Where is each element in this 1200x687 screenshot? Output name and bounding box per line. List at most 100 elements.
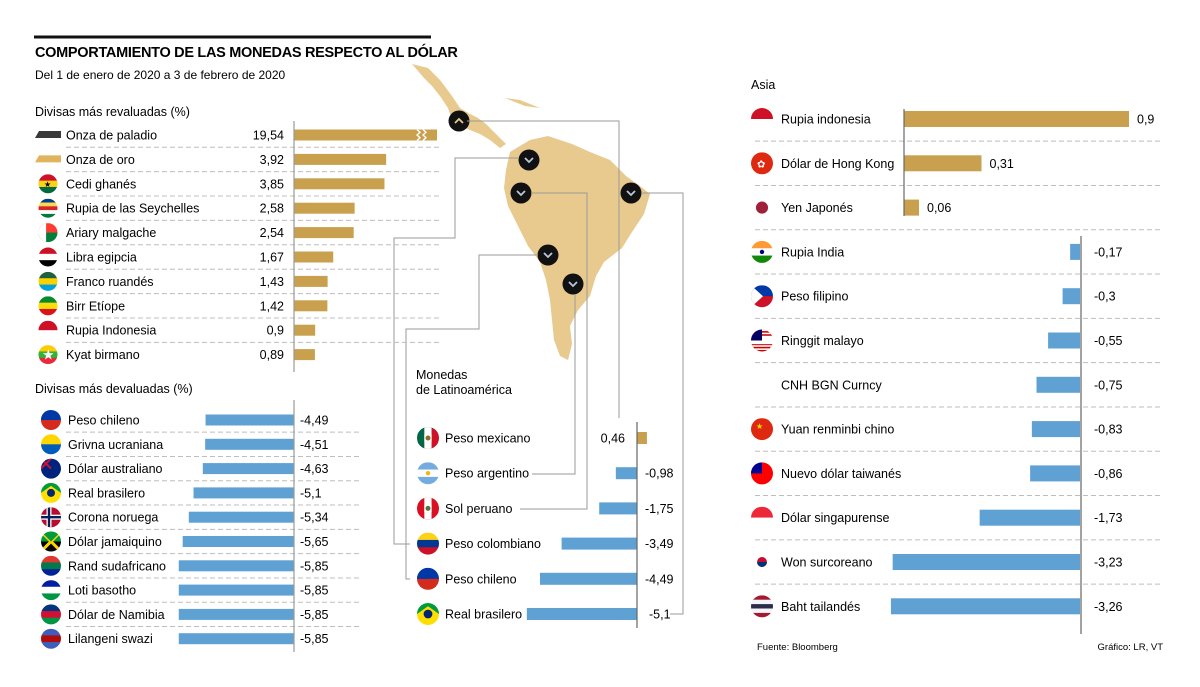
data-label: 0,9 (267, 324, 284, 338)
data-label: -3,23 (1094, 556, 1123, 570)
asia-chart: Rupia indonesia 0,9 ✿ Dólar de Hong Kong 0,3… (751, 108, 1160, 634)
colombia-flag-icon (417, 532, 439, 555)
chevron-up-icon (454, 117, 464, 124)
category-label: Won surcoreano (781, 556, 873, 570)
bar (540, 572, 637, 585)
revalued-chart: Onza de paladio 19,54 Onza de oro 3,92 ★ Cedi… (35, 121, 440, 372)
data-label: 0,31 (990, 157, 1014, 171)
south-africa-flag-icon (41, 555, 61, 576)
category-label: Rupia India (781, 245, 844, 259)
palladium-bar-icon (35, 131, 61, 138)
data-label: 2,54 (260, 226, 284, 240)
category-label: Franco ruandés (66, 275, 154, 289)
data-label: -0,98 (645, 467, 674, 481)
category-label: Peso colombiano (445, 537, 541, 551)
data-label: 1,43 (260, 275, 284, 289)
bar (892, 554, 1080, 570)
category-label: Peso filipino (781, 290, 848, 304)
data-label: 0,06 (927, 201, 951, 215)
bar (178, 608, 294, 620)
bar (294, 178, 385, 190)
data-label: -4,63 (300, 462, 329, 476)
bar (188, 511, 294, 523)
category-label: Corona noruega (68, 511, 158, 525)
data-label: 3,92 (260, 153, 284, 167)
category-label: Loti basotho (68, 584, 136, 598)
data-label: -5,85 (300, 559, 329, 573)
latam-chart: Peso mexicano 0,46 Peso argentino -0,98 Sol … (417, 422, 674, 628)
chile-flag-icon (417, 567, 439, 590)
ethiopia-flag-icon (38, 296, 58, 316)
data-label: 3,85 (260, 177, 284, 191)
bar (294, 300, 328, 312)
data-label: -5,1 (649, 608, 671, 622)
indonesia-flag-icon (38, 320, 58, 340)
data-label: -5,34 (300, 511, 329, 525)
category-label: Dólar jamaiquino (68, 535, 162, 549)
bar (526, 608, 637, 620)
hong-kong-flag-icon: ✿ (751, 152, 773, 175)
philippines-flag-icon (751, 285, 773, 308)
data-label: -1,75 (645, 502, 674, 516)
map-connector-lines (393, 120, 684, 615)
map-marker-brasil (620, 182, 642, 204)
singapore-flag-icon (751, 506, 773, 529)
data-label: -5,1 (300, 486, 322, 500)
chevron-down-icon (543, 252, 553, 259)
bar (294, 202, 355, 214)
chevron-down-icon (626, 190, 636, 197)
data-label: -3,26 (1094, 600, 1123, 614)
south-korea-flag-icon (751, 551, 773, 573)
bar (202, 463, 294, 475)
bar (1070, 243, 1080, 260)
mexico-flag-icon (417, 427, 439, 449)
connector-brazil (641, 192, 684, 615)
category-label: Ringgit malayo (781, 334, 864, 348)
category-label: Sol peruano (445, 502, 512, 516)
bar (294, 153, 387, 165)
category-label: CNH BGN Curncy (781, 378, 882, 392)
myanmar-flag-icon: ★ (38, 345, 58, 365)
egypt-flag-icon (38, 247, 58, 267)
ghana-flag-icon: ★ (38, 174, 58, 194)
data-label: -3,49 (645, 537, 674, 551)
japan-flag-icon (751, 196, 773, 219)
south-america-shape (504, 136, 650, 360)
bar (294, 129, 437, 141)
namibia-flag-icon (41, 604, 61, 625)
chile-flag-icon (41, 410, 61, 430)
category-label: Rupia Indonesia (66, 324, 156, 338)
bar (1030, 465, 1080, 482)
bar (1062, 288, 1080, 305)
data-label: 1,67 (260, 251, 284, 265)
bar (599, 502, 637, 515)
malaysia-flag-icon (751, 329, 773, 352)
category-label: Yuan renminbi chino (781, 423, 894, 437)
taiwan-flag-icon (751, 462, 773, 485)
category-label: Dólar singapurense (781, 511, 889, 525)
bar (904, 155, 982, 172)
map-marker-méxico (448, 110, 470, 132)
data-label: 1,42 (260, 299, 284, 313)
category-label: Lilangeni swazi (68, 632, 153, 646)
india-flag-icon (751, 240, 773, 263)
lesotho-flag-icon (41, 580, 61, 601)
brazil-flag-icon (417, 603, 439, 625)
category-label: Birr Etíope (66, 299, 125, 313)
devalued-chart: Peso chileno -4,49 Grivna ucraniana -4,51 Dó… (41, 400, 362, 652)
connector-mexico (467, 120, 620, 418)
data-label: -4,49 (645, 572, 674, 586)
data-label: -0,3 (1094, 290, 1116, 304)
connector-colombia (393, 157, 518, 545)
category-label: Rupia de las Seychelles (66, 202, 199, 216)
source-note: Fuente: Bloomberg (757, 642, 838, 653)
category-label: Peso argentino (445, 467, 529, 481)
connector-chile (405, 254, 538, 580)
chevron-down-icon (568, 281, 578, 288)
bar (1031, 421, 1080, 438)
data-label: 0,46 (601, 432, 625, 446)
bar (178, 584, 294, 596)
data-label: -5,85 (300, 584, 329, 598)
bar (294, 349, 315, 361)
argentina-flag-icon (417, 462, 439, 485)
